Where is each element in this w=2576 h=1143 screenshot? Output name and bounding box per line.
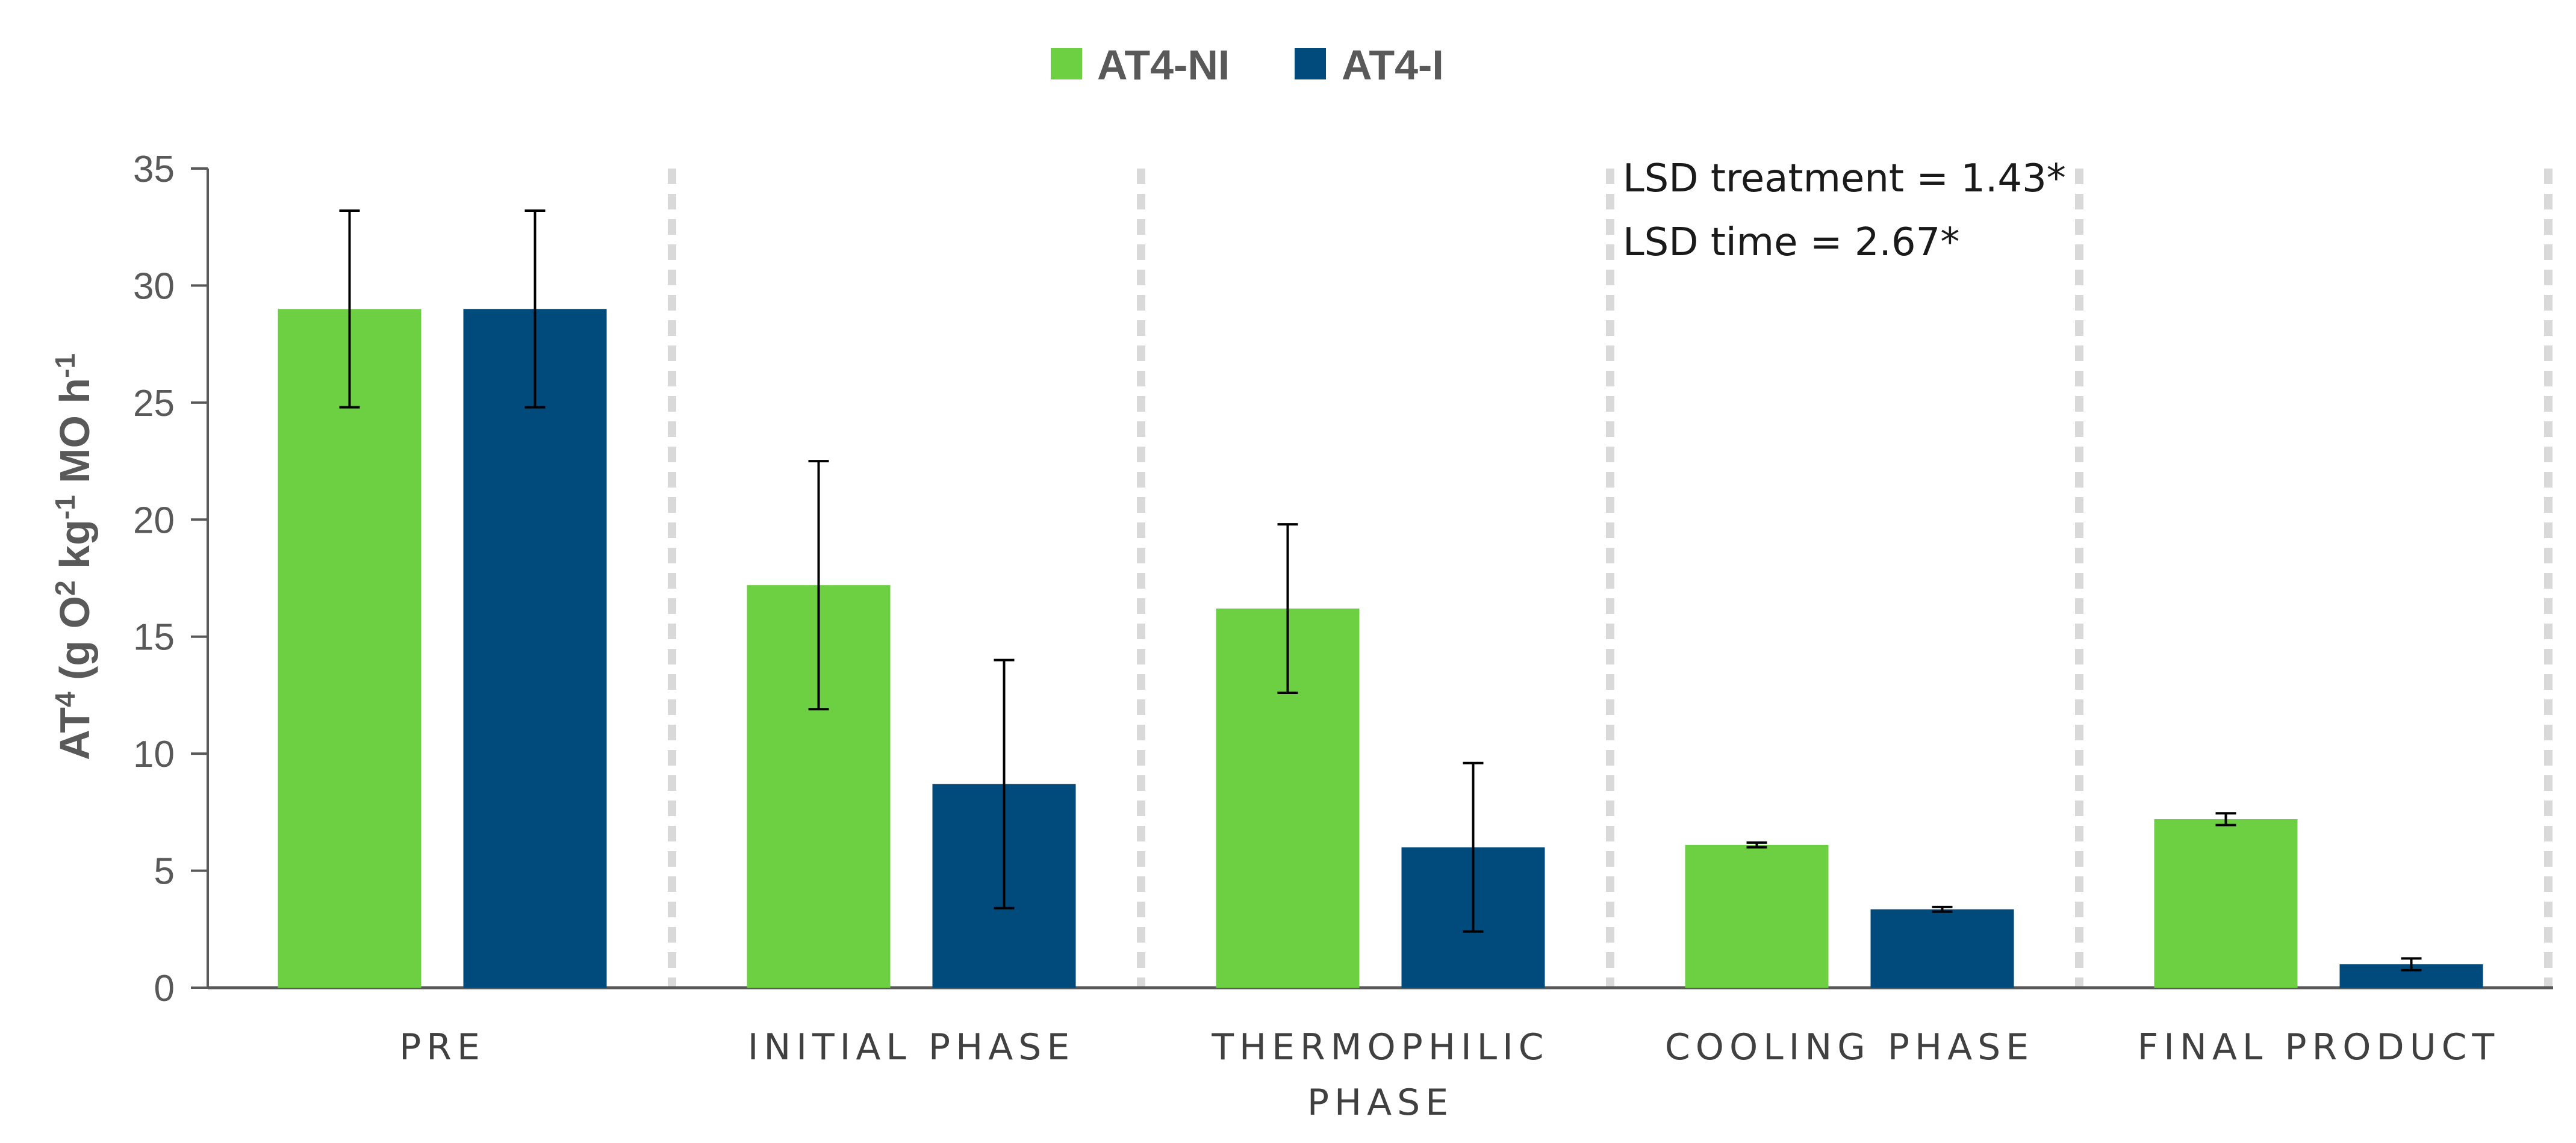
lsd-time-label: LSD time = 2.67* bbox=[1623, 220, 1959, 265]
error-bars bbox=[339, 209, 2422, 971]
legend: AT4-NI AT4-I bbox=[1051, 42, 1444, 88]
y-tick-label: 25 bbox=[133, 383, 175, 424]
x-category-label: INITIAL PHASE bbox=[748, 1026, 1075, 1068]
x-category-label: FINAL PRODUCT bbox=[2138, 1026, 2500, 1068]
bar-at4-i-3 bbox=[1870, 909, 2014, 988]
bar-at4-i-0 bbox=[463, 309, 607, 988]
axis-labels: 0 5 10 15 20 25 30 35 PRE INITIAL PHASE THERMOPHIL… bbox=[133, 149, 2500, 1124]
y-tick-label: 5 bbox=[154, 851, 175, 893]
y-tick-label: 15 bbox=[133, 617, 175, 658]
lsd-annotation: LSD treatment = 1.43* LSD time = 2.67* bbox=[1623, 156, 2066, 265]
legend-label-at4-i: AT4-I bbox=[1342, 42, 1444, 88]
bars bbox=[278, 309, 2483, 988]
legend-swatch-at4-ni bbox=[1051, 48, 1082, 79]
y-tick-label: 35 bbox=[133, 149, 175, 190]
category-separators bbox=[668, 169, 2553, 988]
y-tick-label: 10 bbox=[133, 734, 175, 775]
bar-at4-ni-0 bbox=[278, 309, 422, 988]
bar-at4-ni-4 bbox=[2154, 819, 2298, 988]
x-category-label: COOLING PHASE bbox=[1665, 1026, 2034, 1068]
y-tick-label: 0 bbox=[154, 968, 175, 1009]
x-category-label: THERMOPHILIC PHASE bbox=[1211, 1026, 1549, 1124]
y-axis-title: AT4 (g O2 kg-1 MO h-1 bbox=[49, 353, 98, 760]
lsd-treatment-label: LSD treatment = 1.43* bbox=[1623, 156, 2066, 201]
legend-label-at4-ni: AT4-NI bbox=[1097, 42, 1230, 88]
x-category-label: PRE bbox=[399, 1026, 485, 1068]
legend-swatch-at4-i bbox=[1295, 48, 1326, 79]
y-tick-label: 20 bbox=[133, 500, 175, 541]
y-tick-label: 30 bbox=[133, 265, 175, 307]
bar-at4-ni-3 bbox=[1685, 844, 1829, 988]
